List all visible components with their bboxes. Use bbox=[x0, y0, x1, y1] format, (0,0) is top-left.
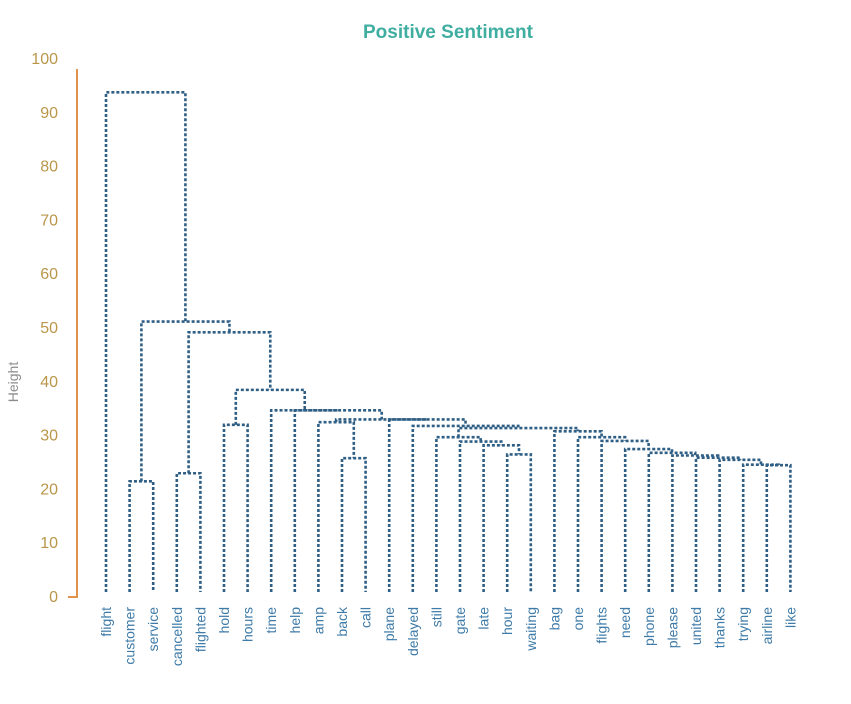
leaf-label: airline bbox=[759, 607, 775, 645]
dendrogram-merge-m5 bbox=[765, 463, 792, 592]
dendrogram-merge-m19 bbox=[457, 426, 580, 438]
leaf-label: still bbox=[428, 607, 444, 627]
leaf-label: hours bbox=[240, 607, 256, 642]
leaf-label: back bbox=[334, 606, 350, 637]
leaf-label: thanks bbox=[712, 607, 728, 648]
dendrogram-merge-m1 bbox=[128, 480, 155, 592]
dendrogram-merge-m22 bbox=[317, 420, 356, 592]
chart-title: Positive Sentiment bbox=[363, 22, 534, 43]
leaf-label: call bbox=[358, 607, 374, 628]
leaf-label: plane bbox=[381, 607, 397, 641]
leaf-label: late bbox=[476, 607, 492, 630]
leaf-label: flighted bbox=[192, 607, 208, 652]
y-tick-label: 10 bbox=[40, 535, 58, 552]
dendrogram-branches bbox=[104, 91, 792, 592]
y-tick-label: 50 bbox=[40, 320, 58, 337]
dendrogram-merge-m12 bbox=[600, 439, 650, 592]
dendrogram-merge-m18 bbox=[553, 429, 603, 592]
dendrogram-merge-m26 bbox=[234, 388, 307, 425]
leaf-label: bag bbox=[546, 607, 562, 630]
y-tick-label: 30 bbox=[40, 428, 58, 445]
leaf-label: like bbox=[782, 607, 798, 628]
leaf-label: cancelled bbox=[169, 607, 185, 666]
dendrogram-merge-m25 bbox=[269, 409, 339, 592]
dendrogram-merge-m17 bbox=[576, 435, 627, 592]
dendrogram-merge-m6 bbox=[741, 463, 780, 592]
y-tick-label: 70 bbox=[40, 212, 58, 229]
leaf-label: delayed bbox=[405, 607, 421, 656]
y-axis-label: Height bbox=[5, 362, 21, 403]
y-tick-label: 90 bbox=[40, 105, 58, 122]
dendrogram-merge-m15 bbox=[458, 440, 503, 592]
leaf-label: gate bbox=[452, 607, 468, 634]
leaf-label: phone bbox=[641, 607, 657, 646]
dendrogram-merge-m9 bbox=[671, 454, 720, 592]
leaf-label: trying bbox=[735, 607, 751, 641]
dendrogram-merge-m14 bbox=[482, 443, 521, 592]
dendrogram-merge-m4 bbox=[340, 456, 367, 592]
y-tick-label: 80 bbox=[40, 159, 58, 176]
y-tick-label: 100 bbox=[31, 51, 58, 68]
dendrogram-merge-m7 bbox=[718, 458, 763, 592]
dendrogram-merge-m2 bbox=[175, 471, 202, 592]
leaf-labels: flight customer service cancelled flighted ho… bbox=[98, 606, 798, 666]
leaf-label: time bbox=[263, 607, 279, 634]
dendrogram-merge-m28 bbox=[140, 320, 231, 482]
leaf-label: please bbox=[664, 607, 680, 648]
leaf-label: hour bbox=[499, 607, 515, 635]
leaf-label: service bbox=[145, 607, 161, 652]
dendrogram-merge-m3 bbox=[222, 423, 249, 592]
dendrogram-merge-m10 bbox=[647, 451, 697, 592]
dendrogram-merge-m29 bbox=[104, 91, 187, 592]
dendrogram-merge-m16 bbox=[435, 435, 482, 592]
y-tick-label: 60 bbox=[40, 266, 58, 283]
dendrogram-merge-m24 bbox=[293, 409, 384, 592]
leaf-label: customer bbox=[122, 607, 138, 665]
dendrogram-merge-m13 bbox=[505, 453, 533, 592]
leaf-label: need bbox=[617, 607, 633, 638]
dendrogram-merge-m20 bbox=[411, 424, 520, 592]
leaf-label: amp bbox=[310, 607, 326, 634]
leaf-label: help bbox=[287, 607, 303, 634]
dendrogram-merge-m8 bbox=[694, 456, 742, 592]
leaf-label: united bbox=[688, 607, 704, 645]
leaf-label: hold bbox=[216, 607, 232, 633]
dendrogram-merge-m21 bbox=[387, 418, 467, 592]
y-axis: 0 10 20 30 40 50 60 70 80 90 100 bbox=[31, 51, 78, 606]
leaf-label: one bbox=[570, 607, 586, 631]
dendrogram-merge-m23 bbox=[334, 418, 428, 423]
leaf-label: flights bbox=[594, 607, 610, 644]
leaf-label: waiting bbox=[523, 607, 539, 652]
y-tick-label: 20 bbox=[40, 481, 58, 498]
dendrogram-merge-m27 bbox=[187, 331, 272, 474]
y-tick-label: 40 bbox=[40, 374, 58, 391]
y-tick-label: 0 bbox=[49, 589, 58, 606]
leaf-label: flight bbox=[98, 607, 114, 637]
